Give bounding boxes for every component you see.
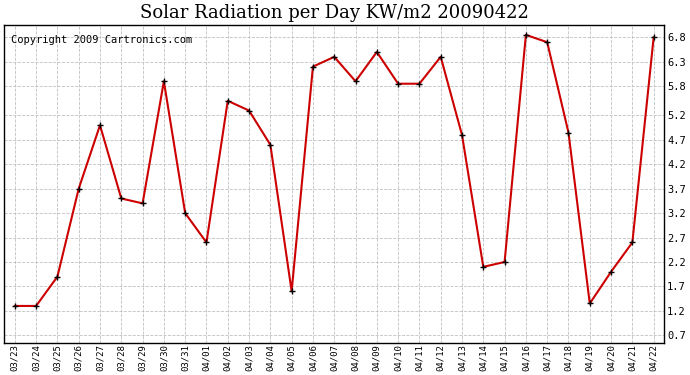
Text: Copyright 2009 Cartronics.com: Copyright 2009 Cartronics.com <box>11 34 192 45</box>
Title: Solar Radiation per Day KW/m2 20090422: Solar Radiation per Day KW/m2 20090422 <box>140 4 529 22</box>
